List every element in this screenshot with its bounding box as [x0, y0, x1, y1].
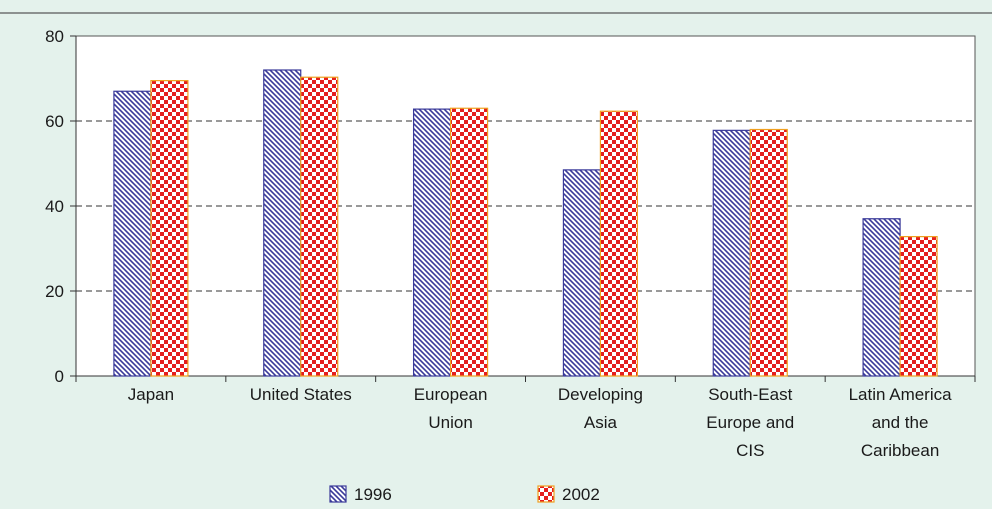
bar-2002 [449, 107, 489, 377]
legend-label-2002: 2002 [562, 485, 600, 504]
y-tick-label: 20 [45, 282, 64, 301]
legend-swatch-2002 [537, 485, 555, 503]
legend-label-1996: 1996 [354, 485, 392, 504]
category-label: Japan [128, 385, 174, 404]
bar-1996 [862, 218, 901, 377]
category-label: Asia [584, 413, 618, 432]
y-tick-label: 40 [45, 197, 64, 216]
category-label: CIS [736, 441, 764, 460]
bar-1996 [712, 129, 751, 377]
bar-2002 [599, 110, 639, 377]
category-label: United States [250, 385, 352, 404]
category-label: Europe and [706, 413, 794, 432]
legend-swatch-1996 [329, 485, 347, 503]
bar-1996 [113, 90, 152, 377]
bar-2002 [300, 76, 339, 377]
y-tick-label: 0 [55, 367, 64, 386]
bar-2002 [749, 128, 788, 377]
y-tick-label: 60 [45, 112, 64, 131]
category-label: Caribbean [861, 441, 939, 460]
category-label: and the [872, 413, 929, 432]
category-label: European [414, 385, 488, 404]
bar-1996 [412, 108, 452, 377]
category-label: Latin America [849, 385, 953, 404]
bar-1996 [263, 69, 302, 377]
bar-2002 [150, 80, 189, 377]
category-label: Developing [558, 385, 643, 404]
category-label: Union [428, 413, 472, 432]
y-tick-label: 80 [45, 27, 64, 46]
category-label: South-East [708, 385, 792, 404]
bar-1996 [562, 169, 602, 377]
bar-2002 [899, 236, 938, 377]
